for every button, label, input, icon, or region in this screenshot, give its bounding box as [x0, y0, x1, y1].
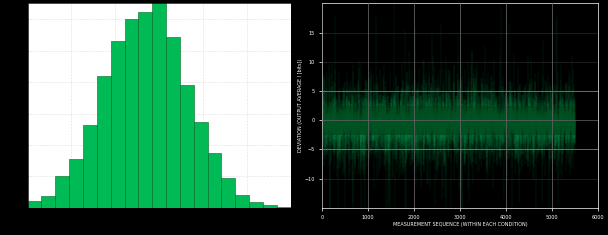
Bar	[152, 0, 166, 208]
Bar	[221, 178, 235, 208]
Y-axis label: NUMBER OF HITS: NUMBER OF HITS	[4, 82, 9, 129]
Bar	[139, 12, 152, 208]
Bar	[235, 195, 249, 208]
Bar	[125, 19, 139, 208]
Bar	[55, 176, 69, 208]
Bar	[277, 207, 291, 208]
X-axis label: OUTPUT VALUE (6e-bit data): OUTPUT VALUE (6e-bit data)	[120, 227, 198, 231]
Bar	[27, 201, 41, 208]
Bar	[263, 205, 277, 208]
Bar	[180, 85, 194, 208]
Bar	[111, 41, 125, 208]
Bar	[207, 153, 221, 208]
Bar	[69, 159, 83, 208]
Bar	[83, 125, 97, 208]
Bar	[249, 202, 263, 208]
Bar	[194, 122, 207, 208]
Bar	[97, 76, 111, 208]
Bar	[166, 37, 180, 208]
Bar	[41, 196, 55, 208]
Y-axis label: DEVIATION (OUTPUT AVERAGE I [bits]): DEVIATION (OUTPUT AVERAGE I [bits])	[298, 59, 303, 152]
X-axis label: MEASUREMENT SEQUENCE (WITHIN EACH CONDITION): MEASUREMENT SEQUENCE (WITHIN EACH CONDIT…	[393, 222, 528, 227]
